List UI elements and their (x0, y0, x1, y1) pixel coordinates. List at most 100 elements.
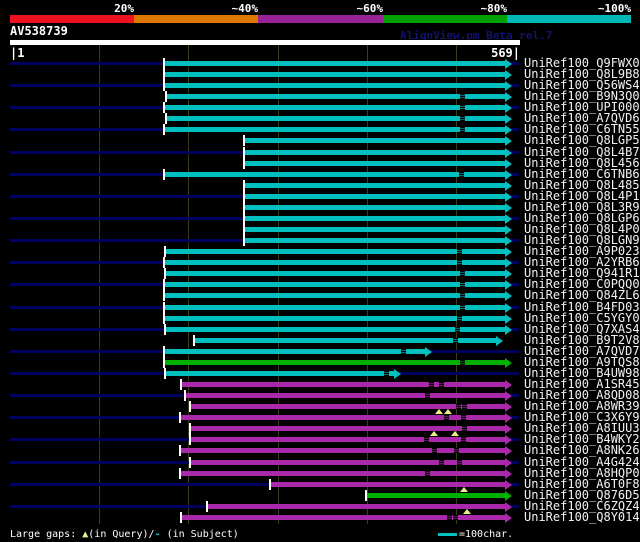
hit-bar[interactable] (165, 360, 505, 365)
subject-label[interactable]: UniRef100_Q8LGN9 (524, 233, 640, 247)
hit-bar[interactable] (165, 349, 425, 354)
subject-label[interactable]: UniRef100_Q8L4P1 (524, 189, 640, 203)
hit-bar[interactable] (245, 138, 505, 143)
hit-bar[interactable] (166, 271, 505, 276)
subject-label[interactable]: UniRef100_UPI000.. (524, 100, 640, 114)
subject-label[interactable]: UniRef100_B9T2V8 (524, 333, 640, 347)
hit-bar[interactable] (245, 238, 505, 243)
hit-bar[interactable] (167, 116, 505, 121)
hit-bar[interactable] (208, 504, 505, 509)
subject-label[interactable]: UniRef100_A8WR39 (524, 399, 640, 413)
subject-label[interactable]: UniRef100_C6ZQZ4 (524, 499, 640, 513)
hit-bar[interactable] (191, 426, 505, 431)
identity-scale-segment (258, 15, 383, 23)
subject-label[interactable]: UniRef100_A9TQS8 (524, 355, 640, 369)
hit-bar[interactable] (165, 316, 505, 321)
subject-label[interactable]: UniRef100_Q8L485 (524, 178, 640, 192)
subject-label[interactable]: UniRef100_Q8LGP5 (524, 133, 640, 147)
subject-label[interactable]: UniRef100_C5YGY0 (524, 311, 640, 325)
hit-bar[interactable] (165, 105, 505, 110)
hit-bar[interactable] (165, 172, 505, 177)
subject-label[interactable]: UniRef100_Q84ZL6 (524, 288, 640, 302)
hit-bar[interactable] (191, 437, 505, 442)
hit-bar[interactable] (186, 393, 505, 398)
subject-label[interactable]: UniRef100_A7QVD6 (524, 111, 640, 125)
bar-arrowhead-icon (505, 313, 512, 324)
hit-bar[interactable] (165, 72, 505, 77)
hit-bar[interactable] (245, 205, 505, 210)
hit-bar[interactable] (245, 150, 505, 155)
bar-arrowhead-icon (505, 69, 512, 80)
hit-bar[interactable] (181, 471, 505, 476)
bar-start-tick (163, 69, 165, 80)
hit-bar[interactable] (165, 260, 505, 265)
subject-label[interactable]: UniRef100_A2YRB6 (524, 255, 640, 269)
bar-arrowhead-icon (505, 302, 512, 313)
bar-arrowhead-icon (505, 113, 512, 124)
identity-scale-label: ~100% (597, 2, 631, 15)
hit-bar[interactable] (245, 216, 505, 221)
hit-bar[interactable] (245, 227, 505, 232)
hit-bar[interactable] (165, 282, 505, 287)
hit-bar[interactable] (165, 127, 505, 132)
subject-label[interactable]: UniRef100_A9P023 (524, 244, 640, 258)
subject-label[interactable]: UniRef100_Q8LGP6 (524, 211, 640, 225)
bar-start-tick (164, 268, 166, 279)
subject-label[interactable]: UniRef100_A1SR45 (524, 377, 640, 391)
hit-bar[interactable] (191, 404, 505, 409)
hit-bar[interactable] (166, 249, 505, 254)
subject-label[interactable]: UniRef100_Q876D5 (524, 488, 640, 502)
subject-label[interactable]: UniRef100_Q56WS4 (524, 78, 640, 92)
subject-label[interactable]: UniRef100_C0PQQ0 (524, 277, 640, 291)
subject-label[interactable]: UniRef100_B4WKY2 (524, 432, 640, 446)
subject-label[interactable]: UniRef100_A6T0F8 (524, 477, 640, 491)
hit-bar[interactable] (182, 382, 505, 387)
watermark: AlignView.pm Beta rel.7 (400, 29, 553, 42)
identity-scale-label: ~80% (480, 2, 508, 15)
subject-label[interactable]: UniRef100_Q7XAS4 (524, 322, 640, 336)
subject-label[interactable]: UniRef100_A8NK26 (524, 443, 640, 457)
subject-label[interactable]: UniRef100_B4UW98 (524, 366, 640, 380)
bar-arrowhead-icon (425, 346, 432, 357)
hit-bar[interactable] (166, 327, 505, 332)
bar-start-tick (180, 379, 182, 390)
subject-label[interactable]: UniRef100_Q9FWX0 (524, 56, 640, 70)
hit-bar[interactable] (245, 161, 505, 166)
subject-label[interactable]: UniRef100_B4FD03 (524, 300, 640, 314)
gap-marker-subject (462, 426, 467, 431)
subject-label[interactable]: UniRef100_A7QVD7 (524, 344, 640, 358)
subject-label[interactable]: UniRef100_C3X6Y9 (524, 410, 640, 424)
hit-bar[interactable] (245, 183, 505, 188)
subject-label[interactable]: UniRef100_C6TN55 (524, 122, 640, 136)
subject-label[interactable]: UniRef100_A4G424 (524, 455, 640, 469)
gap-dash (424, 438, 429, 439)
subject-label[interactable]: UniRef100_A8HQP0 (524, 466, 640, 480)
hit-bar[interactable] (271, 482, 505, 487)
subject-label[interactable]: UniRef100_Q8L4P0 (524, 222, 640, 236)
hit-bar[interactable] (166, 371, 394, 376)
gap-dash (457, 319, 462, 320)
subject-label[interactable]: UniRef100_Q8L4B7 (524, 145, 640, 159)
hit-bar[interactable] (181, 415, 505, 420)
subject-label[interactable]: UniRef100_A8IUU3 (524, 421, 640, 435)
subject-label[interactable]: UniRef100_Q8L3R9 (524, 200, 640, 214)
hit-bar[interactable] (165, 305, 505, 310)
subject-label[interactable]: UniRef100_Q941R1 (524, 266, 640, 280)
subject-label[interactable]: UniRef100_A8QD08 (524, 388, 640, 402)
hit-bar[interactable] (165, 293, 505, 298)
subject-label[interactable]: UniRef100_C6TNB6 (524, 167, 640, 181)
hit-bar[interactable] (191, 460, 505, 465)
hit-bar[interactable] (195, 338, 496, 343)
subject-label[interactable]: UniRef100_Q8L9B8 (524, 67, 640, 81)
subject-label[interactable]: UniRef100_Q8Y014 (524, 510, 640, 524)
hit-bar[interactable] (367, 493, 505, 498)
subject-label[interactable]: UniRef100_B9N3Q0 (524, 89, 640, 103)
hit-bar[interactable] (181, 448, 505, 453)
subject-label[interactable]: UniRef100_Q8L456 (524, 156, 640, 170)
hit-bar[interactable] (182, 515, 505, 520)
hit-bar[interactable] (167, 94, 505, 99)
hit-bar[interactable] (245, 194, 505, 199)
hit-bar[interactable] (165, 83, 505, 88)
hit-bar[interactable] (165, 61, 505, 66)
